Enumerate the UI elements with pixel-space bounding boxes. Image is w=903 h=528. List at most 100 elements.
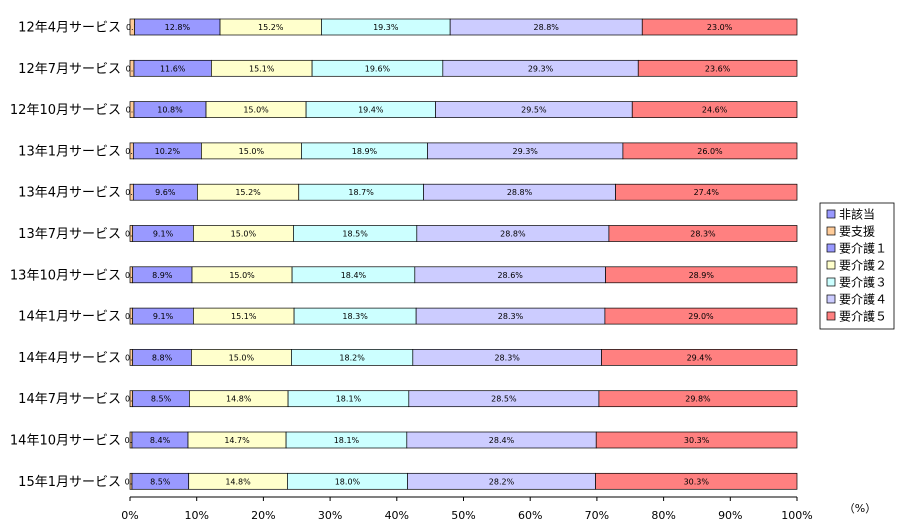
data-label: 18.1% [334,436,360,445]
x-tick-label: 40% [385,509,409,522]
data-label: 23.6% [705,64,731,73]
data-label: 0.3 [125,436,138,445]
data-label: 29.8% [685,395,711,404]
legend-label: 要介護１ [839,241,887,256]
x-tick-label: 20% [251,509,275,522]
data-label: 9.6% [155,188,176,197]
category-label: 14年10月サービス [10,434,121,449]
bar-segment [604,307,798,325]
category-label: 13年7月サービス [18,227,121,242]
data-label: 0.3 [125,477,138,486]
data-label: 0.5 [125,147,138,156]
data-label: 0.4 [125,312,138,321]
data-label: 30.3% [684,436,710,445]
data-label: 0.6 [126,106,139,115]
data-label: 15.2% [258,23,284,32]
data-label: 10.2% [155,147,181,156]
bar-segment [601,349,798,366]
legend-label: 要介護３ [839,275,887,290]
legend-swatch [826,311,836,321]
category-label: 12年4月サービス [18,21,121,36]
data-label: 29.5% [521,106,547,115]
data-label: 0.4 [125,353,138,362]
bar-segment [595,472,798,490]
data-label: 9.1% [153,312,174,321]
bar-segment [598,390,798,408]
data-label: 15.0% [243,106,269,115]
data-label: 18.2% [339,353,365,362]
data-label: 12.8% [165,23,191,32]
x-tick-label: 100% [781,509,812,522]
legend-swatch [826,243,836,253]
x-tick-label: 80% [651,509,675,522]
data-label: 0.4 [125,230,138,239]
data-label: 19.4% [358,106,384,115]
data-label: 14.8% [225,477,251,486]
data-label: 24.6% [702,106,728,115]
data-label: 28.4% [489,436,515,445]
legend-label: 要介護４ [839,292,887,307]
legend-swatch [826,209,836,219]
category-label: 14年1月サービス [18,310,121,325]
x-tick-label: 90% [718,509,742,522]
data-label: 28.3% [690,230,716,239]
category-label: 12年10月サービス [10,103,121,118]
bar-segment [622,142,798,160]
data-label: 0.4 [125,395,138,404]
bar-segment [595,431,798,449]
data-label: 29.3% [512,147,538,156]
data-label: 26.0% [697,147,723,156]
x-tick-label: 60% [518,509,542,522]
data-label: 18.0% [335,477,361,486]
category-label: 12年7月サービス [18,62,121,77]
data-label: 8.4% [150,436,171,445]
category-label: 13年1月サービス [18,144,121,159]
data-label: 15.0% [229,353,255,362]
data-label: 28.8% [507,188,533,197]
data-label: 28.9% [689,271,715,280]
category-label: 14年4月サービス [18,351,121,366]
data-label: 30.3% [684,477,710,486]
data-label: 29.3% [528,64,554,73]
data-label: 0.7 [126,23,139,32]
category-label: 14年7月サービス [18,392,121,407]
x-tick-label: 50% [451,509,475,522]
category-labels: 12年4月サービス 12年7月サービス 12年10月サービス 13年1月サービス 13年… [10,21,121,490]
x-axis: 0% 10% 20% 30% 40% 50% 60% 70% 80% 90% 100% [121,496,813,522]
data-label: 0.4 [125,271,138,280]
category-label: 13年10月サービス [10,268,121,283]
data-label: 28.5% [491,395,517,404]
data-label: 15.1% [249,64,275,73]
data-label: 14.7% [224,436,250,445]
data-label: 0.6 [126,64,139,73]
x-axis-unit-label: （%） [844,502,876,515]
legend-swatch [826,260,836,270]
category-label: 13年4月サービス [18,186,121,201]
data-label: 28.6% [497,271,523,280]
data-label: 15.0% [239,147,265,156]
data-label: 11.6% [160,64,186,73]
data-label: 18.7% [348,188,374,197]
data-label: 19.3% [373,23,399,32]
data-label: 8.9% [152,271,173,280]
data-label: 19.6% [365,64,391,73]
data-label: 18.3% [342,312,368,321]
category-label: 15年1月サービス [18,475,121,490]
x-tick-label: 0% [121,509,138,522]
data-label: 18.9% [352,147,378,156]
bars-group: 0.7 12.8% 15.2% 19.3% 28.8% 23.0% 0.6 11.6% 15.1… [125,18,798,490]
x-tick-label: 10% [184,509,208,522]
data-label: 29.0% [688,312,714,321]
data-label: 8.5% [151,395,172,404]
data-label: 8.5% [150,477,171,486]
bar-segment [637,59,798,77]
data-label: 10.8% [157,106,183,115]
legend-swatch [826,294,836,304]
legend-label: 非該当 [839,207,875,222]
data-label: 18.4% [341,271,367,280]
legend-swatch [826,277,836,287]
data-label: 8.8% [152,353,173,362]
data-label: 9.1% [153,230,174,239]
legend-swatch [826,226,836,236]
